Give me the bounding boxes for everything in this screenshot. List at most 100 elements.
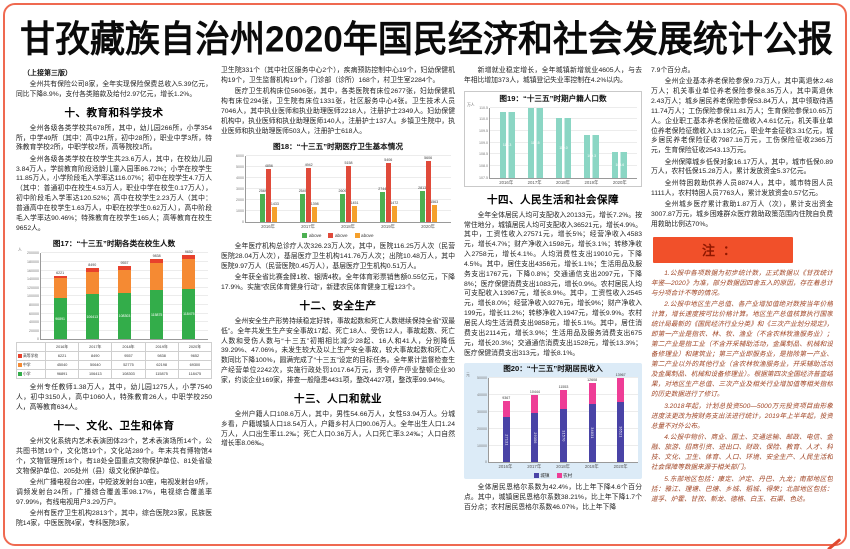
bar-group: 110.0 — [555, 108, 571, 178]
bar-value-label: 10444 — [529, 390, 540, 395]
table-year-header: 2018年 — [111, 342, 146, 353]
segment-城镇: 29356 — [531, 413, 539, 463]
bar-group: 27131 9367 — [502, 378, 510, 463]
table-year-header: 2017年 — [78, 342, 113, 353]
table-value-cell: 50640 — [78, 360, 113, 371]
y-tick-label: 109.5 — [479, 129, 488, 134]
segment-高等学校 — [117, 266, 131, 271]
bar-value-label: 9838 — [152, 253, 161, 258]
bar: 110.5 — [527, 107, 543, 178]
chart-plot: 0 20000 40000 60000 80000 100000 120000 140000 1… — [27, 250, 208, 341]
y-tick-label: 20000 — [477, 426, 487, 431]
bar-value-label: 110.5 — [531, 140, 540, 145]
paragraph-schools: 全州各级各类学校共678所，其中，幼儿园266所，小学354所，中学49所（其中… — [16, 124, 212, 152]
legend-item: above — [302, 233, 321, 239]
legend-item: above — [328, 232, 348, 239]
bar-value-label: 12608 — [587, 377, 598, 382]
table-value-cell: 106413 — [78, 369, 113, 380]
bar-group: 34831 12608 — [587, 378, 597, 463]
legend-swatch — [18, 371, 22, 376]
bar-group: 29356 10444 — [529, 378, 540, 463]
gridline — [490, 106, 637, 108]
segment-城镇: 27131 — [502, 416, 510, 463]
chart-legend: above above above — [221, 232, 455, 239]
segment-中学 — [117, 270, 131, 293]
paragraph-teachers: 全州专任教师1.38万人，其中，幼儿园1275人，小学7540人，初中3150人… — [16, 384, 212, 412]
paragraph-visits: 全年医疗机构总诊疗人次326.23万人次，其中，医院116.25万人次（民营医院… — [221, 243, 455, 270]
paragraph-students: 全州各级各类学校在校学生共23.6万人，其中，在校幼儿园3.84万人，学前教育阶… — [16, 155, 212, 232]
paragraph-insurance: 全州共有保险公司8家，全年实现保险保费总收入5.39亿元，同比下降8.9%，支付… — [16, 81, 212, 98]
paragraph-beds: 医疗卫生机构床位5606张，其中，各类医院有床位2677张，妇幼保健机构有床位2… — [221, 88, 455, 135]
x-tick-label: 2017年 — [301, 224, 315, 230]
bar-value-label: 1451 — [350, 201, 359, 206]
y-tick-label: 40000 — [477, 393, 487, 398]
y-tick-label: 0 — [485, 460, 487, 465]
y-tick-label: 50000 — [477, 376, 487, 381]
article-columns: （上接第三版） 全州共有保险公司8家，全年实现保险保费总收入5.39亿元，同比下… — [0, 64, 850, 548]
bar-value-label: 8490 — [88, 263, 97, 268]
note-item-4: 4.公报中物价、商业、国土、交通运输、邮政、电信、金融、旅游、招商引资、进出口、… — [651, 434, 833, 472]
y-tick-label: 110.5 — [479, 105, 488, 110]
bar-卫生机构数（个）: 2813 — [418, 186, 426, 223]
table-value-cell: 62198 — [144, 360, 179, 371]
bar-执业医师数（人）: 1563 — [430, 200, 438, 223]
bar: 109.3 — [584, 135, 600, 178]
figure-18-health-chart: 图18：“十三五”时期医疗卫生基本情况 0 1000 2000 3000 4000 5000… — [221, 141, 455, 239]
y-tick-label: 140000 — [27, 277, 39, 282]
chart-title: 图17：“十三五”时期各类在校生人数 — [52, 239, 176, 249]
bar-value-label: 110.0 — [559, 145, 568, 150]
column-1: （上接第三版） 全州共有保险公司8家，全年实现保险保费总收入5.39亿元，同比下… — [16, 66, 212, 548]
bar-执业医师数（人）: 1472 — [390, 201, 398, 223]
x-tick-label: 2017年 — [527, 464, 542, 470]
gridline — [246, 155, 451, 157]
bar-卫生机构床位数（张）: 4942 — [305, 163, 313, 223]
paragraph-culture: 全州文化系统内艺术表演团体23个，艺术表演场所14个，公共图书馆19个，文化馆1… — [16, 438, 212, 475]
legend-swatch — [556, 473, 562, 479]
x-axis-labels: 2016年 2017年 2018年 2019年 2020年 — [488, 463, 638, 470]
legend-item: 农村 — [556, 472, 573, 479]
table-corner-cell — [16, 342, 46, 353]
bar-value-label: 2609 — [338, 188, 347, 193]
y-tick-label: 160000 — [27, 268, 39, 273]
table-header-row: 2016年 2017年 2018年 2019年 2020年 — [16, 342, 212, 353]
table-value-cell: 9557 — [111, 351, 146, 362]
figure-17-students-chart: 图17：“十三五”时期各类在校生人数人 0 20000 40000 60000 80000… — [16, 238, 212, 380]
segment-农村 — [588, 382, 596, 404]
page-title: 甘孜藏族自治州2020年国民经济和社会发展统计公报 — [20, 19, 833, 60]
stacked-bar: 34831 12608 — [587, 378, 597, 463]
paragraph-pension: 全州企业基本养老保险参保9.73万人，其中离退休2.48万人；机关事业单位养老保… — [651, 78, 833, 155]
bars-container: 110.3 110.5 110.0 109.3 108.6 — [490, 107, 637, 178]
bar-group: 108.6 — [612, 108, 628, 178]
bar-卫生机构床位数（张）: 5606 — [424, 156, 432, 223]
x-tick-label: 2019年 — [584, 179, 599, 185]
legend-label: above — [334, 232, 348, 238]
chart-plot-wrap: 元 0 10000 20000 30000 40000 50000 27131 9367 2935… — [464, 373, 642, 465]
bar-卫生机构床位数（张）: 5158 — [344, 161, 352, 223]
bar: 110.3 — [499, 112, 515, 178]
y-tick-label: 6000 — [236, 154, 244, 159]
x-tick-label: 2018年 — [341, 224, 355, 230]
legend-item: above — [354, 233, 374, 239]
bar-value-label: 5158 — [344, 160, 353, 165]
segment-高等学校 — [85, 268, 99, 272]
gridline — [41, 252, 208, 254]
y-tick-label: 4000 — [236, 176, 244, 181]
stacked-bar: 96891 6221 — [53, 271, 67, 340]
section-heading-livelihood: 十四、人民生活和社会保障 — [487, 193, 619, 206]
table-series-name: 小学 — [16, 369, 46, 380]
paragraph-medical-orgs: 全州有医疗卫生机构2813个，其中，综合医院23家，民族医院14家，中医医院4家… — [16, 509, 212, 527]
segment-小学: 108303 — [117, 292, 131, 340]
x-tick-label: 2019年 — [584, 464, 599, 470]
paragraph-clinics: 卫生院331个（其中社区服务中心2个），疾病预防控制中心19个，妇幼保健机构19… — [221, 67, 455, 84]
bar-value-label: 1563 — [430, 200, 439, 205]
legend-label: 农村 — [563, 472, 573, 478]
y-tick-label: 20000 — [29, 328, 39, 333]
segment-城镇: 31570 — [559, 409, 567, 463]
legend-swatch — [533, 473, 539, 479]
bar-value-label: 4856 — [264, 164, 273, 168]
table-value-cell: 69300 — [177, 360, 212, 371]
y-tick-label: 110.0 — [479, 117, 488, 122]
bar-卫生机构数（个）: 2549 — [299, 189, 307, 223]
y-tick-label: 40000 — [29, 320, 39, 325]
chart-title: 图19：“十三五”时期户籍人口数 — [499, 93, 607, 103]
